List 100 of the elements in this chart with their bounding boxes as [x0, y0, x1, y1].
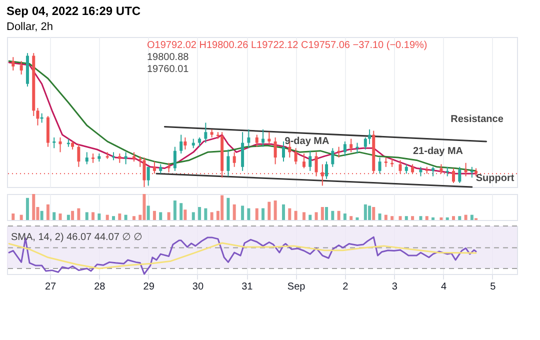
bar	[288, 208, 292, 220]
bar	[152, 210, 156, 220]
chart-title: Sep 04, 2022 16:29 UTC	[6, 4, 141, 18]
candlestick	[274, 136, 277, 165]
bar	[184, 210, 187, 220]
candlestick	[146, 166, 150, 186]
bar	[58, 214, 62, 220]
bar	[220, 195, 224, 220]
bar	[458, 216, 462, 220]
candlestick	[302, 153, 306, 169]
candlestick	[192, 138, 195, 149]
bar	[314, 212, 318, 220]
bar	[308, 214, 312, 220]
bar	[398, 216, 402, 220]
x-tick-label: 4	[440, 282, 447, 292]
annotation: 9-day MA	[284, 136, 330, 147]
candlestick	[36, 107, 40, 126]
candlestick	[343, 140, 346, 157]
candlestick	[255, 134, 258, 148]
candlestick	[77, 144, 80, 168]
bar	[159, 212, 162, 220]
x-tick-label: 29	[143, 282, 155, 292]
candlestick	[368, 128, 372, 145]
bar	[232, 204, 236, 220]
bar	[268, 202, 271, 220]
candlestick	[404, 164, 408, 174]
x-tick-label: 27	[44, 282, 57, 292]
x-tick-label: 3	[392, 282, 398, 292]
annotation: Support	[476, 173, 515, 184]
bar	[77, 208, 80, 220]
bar	[255, 208, 258, 220]
bar	[112, 216, 116, 220]
candlestick	[232, 152, 236, 168]
candlestick	[470, 166, 474, 178]
bar	[124, 214, 128, 220]
candlestick	[184, 136, 187, 150]
x-tick-label: 5	[490, 282, 496, 292]
candlestick	[294, 148, 298, 165]
bar	[142, 194, 146, 220]
bar	[92, 212, 95, 220]
bar	[204, 208, 208, 220]
chart-subtitle: Dollar, 2h	[6, 21, 53, 33]
candlestick	[446, 166, 449, 177]
bar	[71, 210, 74, 220]
candlestick	[325, 161, 328, 180]
bar	[167, 212, 170, 220]
candlestick	[364, 136, 367, 150]
bar	[452, 216, 456, 220]
candlestick	[180, 134, 183, 154]
text: O19792.02 H19800.26 L19722.12 C19757.06 −37.10 (−0.19%)	[147, 40, 428, 51]
bar	[46, 204, 50, 220]
candlestick	[124, 152, 128, 165]
candlestick	[52, 136, 56, 149]
bar	[226, 198, 230, 220]
candlestick	[432, 166, 435, 177]
bar	[440, 217, 443, 220]
x-tick-label: 2	[342, 282, 349, 292]
bar	[343, 214, 346, 220]
bar	[390, 216, 394, 220]
candlestick	[419, 166, 422, 177]
bar	[378, 214, 382, 220]
candlestick	[458, 166, 462, 184]
candlestick	[132, 152, 136, 162]
bar	[446, 217, 449, 220]
bar	[337, 210, 340, 220]
candlestick	[331, 148, 334, 168]
x-tick-label: 28	[94, 282, 106, 292]
candlestick	[378, 157, 382, 174]
candlestick	[384, 157, 388, 168]
bar	[192, 212, 195, 220]
bar	[180, 203, 183, 220]
bar	[368, 206, 372, 220]
bar	[247, 208, 250, 220]
bar	[364, 204, 367, 220]
bar	[85, 212, 88, 220]
x-tick-label: 31	[242, 282, 254, 292]
bar	[262, 208, 265, 220]
bar	[106, 214, 109, 220]
candlestick	[20, 60, 23, 75]
bar	[98, 214, 101, 220]
candlestick	[159, 164, 162, 174]
bar	[356, 217, 359, 220]
annotation: 21-day MA	[412, 146, 464, 157]
candlestick	[58, 136, 62, 153]
bar	[210, 212, 214, 220]
bar	[66, 214, 70, 220]
candlestick	[226, 149, 230, 177]
candlestick	[118, 153, 122, 164]
annotation: 19800.88	[147, 52, 190, 63]
candlestick	[452, 168, 456, 184]
bar	[32, 194, 36, 220]
bar	[20, 214, 23, 220]
bar	[282, 204, 286, 220]
bar	[350, 216, 353, 220]
candlestick	[464, 162, 468, 177]
bar	[464, 214, 468, 220]
bar	[320, 207, 324, 220]
bar	[419, 216, 422, 220]
bar	[404, 216, 408, 220]
candlestick	[85, 152, 88, 165]
